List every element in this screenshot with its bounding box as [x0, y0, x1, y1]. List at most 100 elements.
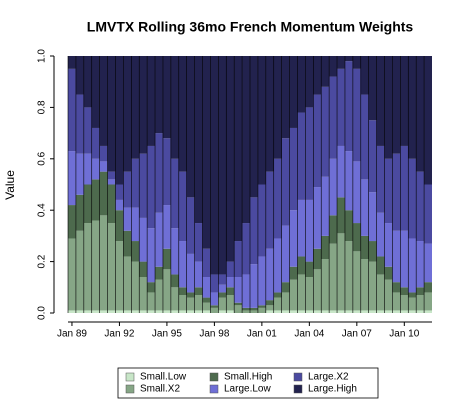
bar-segment: [408, 297, 417, 311]
legend-label: Small.Low: [140, 372, 187, 383]
bar-segment: [194, 310, 203, 313]
bar-segment: [352, 251, 361, 311]
bar-segment: [234, 56, 243, 242]
bar-segment: [155, 212, 163, 267]
bar-segment: [218, 274, 227, 285]
bar-segment: [218, 56, 227, 275]
bar-segment: [186, 56, 195, 198]
bar-segment: [170, 310, 179, 313]
bar-segment: [265, 171, 274, 249]
bar-segment: [297, 274, 306, 311]
bar-segment: [368, 120, 377, 193]
bar-segment: [368, 241, 377, 262]
x-tick-label: Jan 95: [152, 329, 182, 340]
bar-segment: [368, 192, 377, 242]
bar-segment: [392, 56, 401, 154]
bar-segment: [257, 184, 266, 257]
bar-segment: [297, 199, 306, 257]
bar-segment: [202, 297, 211, 303]
bar-segment: [234, 302, 243, 306]
bar-segment: [75, 56, 84, 95]
bar-segment: [178, 56, 187, 172]
legend-box: [117, 367, 379, 399]
bar-segment: [416, 171, 425, 242]
bar-segment: [344, 241, 353, 311]
bar-segment: [313, 94, 322, 188]
bar-segment: [337, 197, 345, 234]
legend-swatch: [209, 372, 219, 382]
bar-segment: [83, 107, 92, 154]
bar-segment: [83, 223, 92, 311]
bar-segment: [337, 233, 345, 311]
bar-segment: [416, 287, 425, 296]
bar-segment: [281, 292, 290, 311]
bar-segment: [186, 253, 195, 293]
bar-segment: [123, 207, 132, 231]
legend-swatch: [209, 384, 219, 394]
bar-segment: [83, 184, 92, 224]
bar-segment: [305, 56, 314, 108]
bar-segment: [408, 310, 417, 313]
bar-segment: [147, 292, 156, 311]
bar-segment: [194, 261, 203, 288]
bar-segment: [337, 56, 345, 69]
bar-segment: [321, 259, 330, 311]
bar-segment: [305, 107, 314, 200]
bar-segment: [107, 310, 116, 313]
bar-segment: [242, 56, 250, 224]
bar-segment: [257, 56, 266, 185]
y-tick-label: 0.2: [37, 254, 48, 268]
y-tick-label: 1.0: [37, 49, 48, 63]
bar-segment: [297, 256, 306, 275]
bar-segment: [360, 94, 369, 180]
bar-segment: [115, 310, 124, 313]
bar-segment: [68, 238, 76, 311]
bar-segment: [194, 56, 203, 224]
x-tick-label: Jan 92: [104, 329, 134, 340]
bar-segment: [202, 310, 211, 313]
bar-segment: [139, 153, 148, 218]
y-axis-label: Value: [3, 170, 17, 200]
bar-segment: [178, 241, 187, 288]
bar-segment: [139, 56, 148, 154]
bar-segment: [424, 243, 432, 283]
bar-segment: [265, 56, 274, 172]
bar-segment: [313, 248, 322, 270]
bar-segment: [384, 266, 393, 280]
bar-segment: [400, 56, 409, 146]
bar-segment: [329, 158, 338, 216]
bar-segment: [289, 266, 298, 280]
bar-segment: [91, 179, 100, 221]
bar-segment: [68, 310, 76, 313]
bar-segment: [424, 56, 432, 185]
bar-segment: [321, 86, 330, 177]
bar-segment: [155, 266, 163, 280]
bar-segment: [360, 56, 369, 95]
legend-swatch: [125, 384, 135, 394]
bar-segment: [257, 307, 266, 313]
bar-segment: [68, 151, 76, 206]
bar-segment: [202, 277, 211, 298]
bar-segment: [352, 223, 361, 252]
bar-segment: [107, 223, 116, 311]
y-tick-label: 0.8: [37, 100, 48, 114]
bar-segment: [376, 274, 385, 311]
bar-segment: [194, 287, 203, 296]
bar-segment: [273, 297, 282, 311]
bar-segment: [226, 310, 235, 313]
bar-segment: [91, 310, 100, 313]
bar-segment: [162, 269, 171, 311]
bar-segment: [210, 307, 219, 313]
bar-segment: [226, 277, 235, 288]
bar-segment: [218, 310, 227, 313]
bar-segment: [384, 223, 393, 267]
bar-segment: [170, 287, 179, 311]
bar-segment: [83, 56, 92, 108]
bar-segment: [281, 138, 290, 226]
bar-segment: [210, 305, 219, 308]
bar-segment: [242, 310, 250, 313]
bar-segment: [210, 292, 219, 306]
bar-segment: [376, 310, 385, 313]
bar-segment: [360, 310, 369, 313]
bar-segment: [297, 56, 306, 113]
